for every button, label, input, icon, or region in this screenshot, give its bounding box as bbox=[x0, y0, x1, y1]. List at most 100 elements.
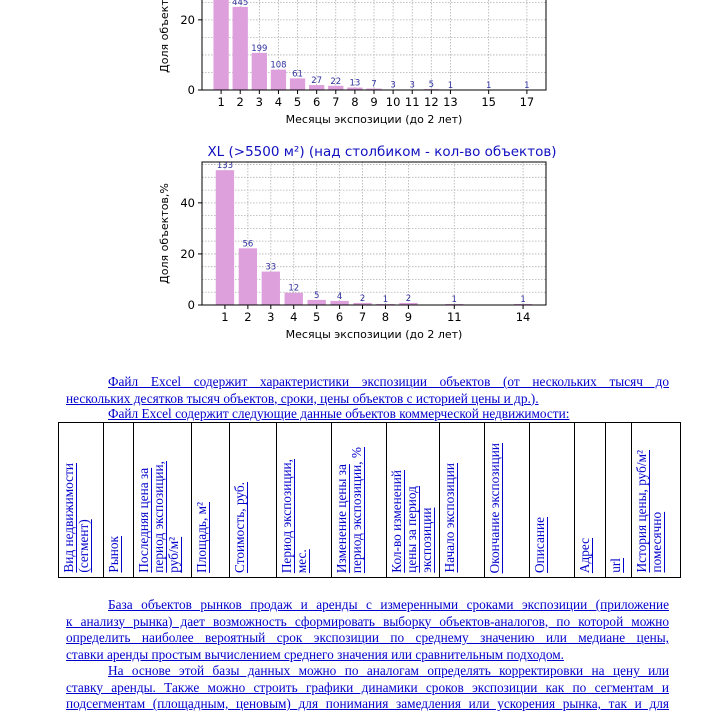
paragraph-analogs: На основе этой базы данных можно по анал… bbox=[66, 663, 669, 713]
x-tick-label: 17 bbox=[520, 95, 535, 109]
column-header-cell: Кол-во изменений цены за период экспозиц… bbox=[386, 422, 440, 578]
x-tick-label: 7 bbox=[332, 95, 339, 109]
column-header-label: Адрес bbox=[577, 537, 592, 573]
column-header-cell: Рынок bbox=[103, 422, 134, 578]
bar bbox=[270, 69, 287, 90]
bar bbox=[238, 248, 258, 305]
bar bbox=[328, 85, 344, 90]
column-header-cell: История цены, руб/м² помесячно bbox=[631, 422, 681, 578]
bar bbox=[376, 303, 395, 305]
data-label: 22 bbox=[330, 77, 341, 87]
column-header-label: Площадь, м² bbox=[194, 502, 209, 573]
data-label: 13 bbox=[349, 79, 360, 89]
data-label: 445 bbox=[232, 0, 248, 8]
data-label: 12 bbox=[288, 284, 299, 294]
x-tick-label: 5 bbox=[313, 310, 320, 324]
data-label: 1 bbox=[452, 295, 457, 305]
column-header-label: url bbox=[608, 558, 623, 573]
data-label: 3 bbox=[410, 80, 415, 90]
text-line: нескольких десятков тысяч объектов, срок… bbox=[66, 390, 539, 406]
column-header-cell: Площадь, м² bbox=[191, 422, 230, 578]
column-header-cell: Адрес bbox=[574, 422, 606, 578]
paragraph-excel-data: Файл Excel содержит следующие данные объ… bbox=[108, 406, 669, 423]
data-label: 2 bbox=[406, 294, 411, 304]
text-line: Файл Excel содержит характеристики экспо… bbox=[108, 374, 669, 389]
data-label: 108 bbox=[270, 61, 286, 71]
x-tick-label: 11 bbox=[447, 310, 462, 324]
x-tick-label: 3 bbox=[267, 310, 274, 324]
x-tick-label: 14 bbox=[516, 310, 531, 324]
text-line: подсегментам (площадным, ценовым) для по… bbox=[66, 696, 669, 711]
column-header-label: Изменение цены за период экспозиции, % bbox=[334, 446, 364, 573]
data-label: 61 bbox=[292, 69, 303, 79]
x-tick-label: 6 bbox=[313, 95, 320, 109]
text-line: определить наиболее вероятный срок экспо… bbox=[66, 630, 669, 645]
bar bbox=[289, 78, 306, 90]
y-tick-label: 0 bbox=[188, 298, 195, 312]
paragraph-database: База объектов рынков продаж и аренды с и… bbox=[66, 597, 669, 663]
text-line: На основе этой базы данных можно по анал… bbox=[108, 663, 669, 678]
bar bbox=[232, 6, 248, 91]
x-tick-label: 9 bbox=[405, 310, 412, 324]
data-label: 5 bbox=[429, 80, 434, 90]
x-axis-label: Месяцы экспозиции (до 2 лет) bbox=[286, 113, 463, 126]
data-label: 1 bbox=[524, 81, 529, 91]
x-tick-label: 7 bbox=[359, 310, 366, 324]
column-header-label: Стоимость, руб. bbox=[232, 482, 247, 573]
data-label: 5 bbox=[314, 291, 319, 301]
data-label: 2 bbox=[360, 294, 365, 304]
text-line: ставки аренды простым вычислением средне… bbox=[66, 646, 564, 662]
data-label: 1 bbox=[486, 81, 491, 91]
data-label: 1 bbox=[520, 295, 525, 305]
paragraph-excel-characteristics: Файл Excel содержит характеристики экспо… bbox=[66, 374, 669, 407]
data-label: 56 bbox=[242, 239, 253, 249]
column-header-cell: url bbox=[605, 422, 632, 578]
x-tick-label: 15 bbox=[481, 95, 496, 109]
bar bbox=[284, 292, 303, 305]
data-label: 133 bbox=[217, 161, 233, 171]
x-tick-label: 9 bbox=[370, 95, 377, 109]
column-header-label: Кол-во изменений цены за период экспозиц… bbox=[389, 470, 434, 573]
x-tick-label: 8 bbox=[382, 310, 389, 324]
x-tick-label: 2 bbox=[237, 95, 244, 109]
column-header-cell: Начало экспозиции bbox=[439, 422, 485, 578]
bar bbox=[215, 170, 235, 305]
x-tick-label: 4 bbox=[290, 310, 297, 324]
column-header-label: Период экспозиции, мес. bbox=[279, 458, 309, 573]
column-header-label: Вид недвижимости (сегмент) bbox=[61, 463, 91, 573]
data-label: 199 bbox=[251, 44, 267, 54]
columns-row: Вид недвижимости (сегмент) Рынок Последняя… bbox=[58, 422, 681, 578]
y-tick-label: 20 bbox=[180, 247, 195, 261]
column-header-label: Начало экспозиции bbox=[442, 463, 457, 573]
bar bbox=[309, 85, 325, 90]
x-tick-label: 2 bbox=[244, 310, 251, 324]
bar bbox=[366, 88, 382, 90]
column-header-cell: Изменение цены за период экспозиции, % bbox=[331, 422, 387, 578]
data-label: 33 bbox=[265, 263, 276, 273]
chart-title: XL (>5500 м²) (над столбиком - кол-во об… bbox=[207, 144, 556, 160]
bar bbox=[445, 303, 464, 305]
data-label: 27 bbox=[311, 76, 322, 86]
column-header-label: Рынок bbox=[106, 536, 121, 573]
bar bbox=[347, 87, 363, 90]
x-tick-label: 5 bbox=[294, 95, 301, 109]
text-line: ставку аренды. Также можно строить графи… bbox=[66, 679, 669, 695]
bar bbox=[353, 302, 372, 305]
x-axis-label: Месяцы экспозиции (до 2 лет) bbox=[286, 328, 463, 341]
y-tick-label: 40 bbox=[180, 196, 195, 210]
text-line: Файл Excel содержит следующие данные объ… bbox=[108, 406, 570, 421]
x-tick-label: 12 bbox=[424, 95, 439, 109]
y-axis-label: Доля объектов,% bbox=[158, 183, 171, 284]
bar bbox=[251, 52, 267, 90]
text-line: к анализу рынка) дает возможность сформи… bbox=[66, 613, 669, 629]
bar bbox=[261, 271, 280, 305]
text-line: База объектов рынков продаж и аренды с и… bbox=[108, 597, 669, 612]
column-header-cell: Стоимость, руб. bbox=[229, 422, 277, 578]
bar bbox=[513, 303, 533, 305]
data-label: 1 bbox=[383, 295, 388, 305]
column-header-cell: Окончание экспозиции bbox=[484, 422, 530, 578]
column-header-label: Описание bbox=[532, 517, 547, 573]
column-header-cell: Описание bbox=[529, 422, 575, 578]
